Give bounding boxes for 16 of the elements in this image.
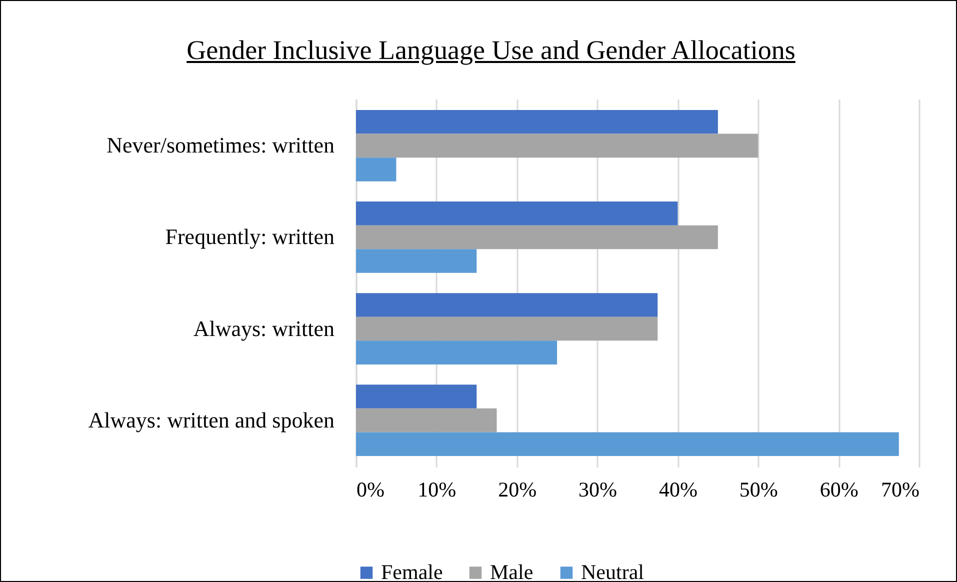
chart-title: Gender Inclusive Language Use and Gender Allocations bbox=[186, 35, 796, 66]
y-tick-label: Frequently: written bbox=[165, 224, 334, 250]
y-tick-label: Never/sometimes: written bbox=[106, 132, 334, 158]
x-tick-label: 10% bbox=[418, 478, 456, 502]
x-tick-label: 40% bbox=[658, 478, 698, 502]
legend-label: Female bbox=[381, 560, 443, 582]
legend-label: Neutral bbox=[581, 560, 644, 582]
x-tick-label: 60% bbox=[820, 478, 858, 502]
x-tick-label: 70% bbox=[881, 478, 920, 502]
legend-label: Male bbox=[490, 560, 534, 582]
x-tick-label: 20% bbox=[498, 478, 537, 502]
x-tick-label: 0% bbox=[356, 478, 384, 502]
y-tick-label: Always: written bbox=[193, 316, 334, 341]
y-tick-label: Always: written and spoken bbox=[88, 407, 334, 432]
x-tick-label: 50% bbox=[739, 478, 778, 502]
x-tick-label: 30% bbox=[578, 478, 618, 502]
